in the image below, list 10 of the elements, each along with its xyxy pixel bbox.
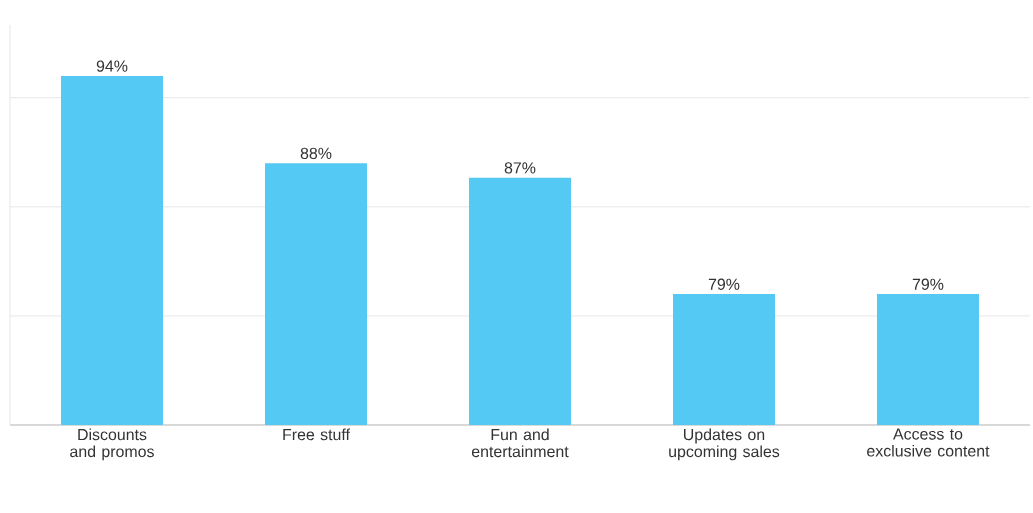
data-label: 79%	[708, 278, 740, 290]
x-tick-label: Free stuff	[283, 428, 350, 441]
data-label: 88%	[300, 147, 332, 159]
data-label: 94%	[96, 60, 128, 72]
x-tick-label: Discounts and promos	[70, 428, 154, 461]
x-tick-label: Access to exclusive content	[867, 428, 990, 457]
data-label: 79%	[912, 278, 944, 290]
x-tick-label: Fun and entertainment	[471, 428, 569, 458]
x-tick-label: Updates on upcoming sales	[669, 428, 780, 461]
data-label: 87%	[504, 162, 536, 174]
